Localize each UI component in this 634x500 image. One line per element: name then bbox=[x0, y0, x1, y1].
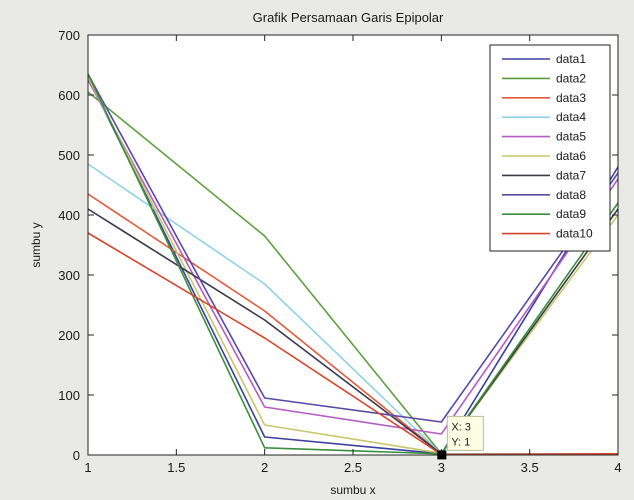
y-tick-label: 500 bbox=[58, 148, 80, 163]
y-tick-label: 700 bbox=[58, 28, 80, 43]
x-tick-label: 1.5 bbox=[167, 460, 185, 475]
x-tick-label: 3 bbox=[438, 460, 445, 475]
x-tick-label: 1 bbox=[84, 460, 91, 475]
datatip-marker[interactable] bbox=[437, 450, 447, 460]
legend-label-data5: data5 bbox=[556, 130, 586, 144]
y-axis-label: sumbu y bbox=[29, 222, 43, 267]
datatip-x-label: X: 3 bbox=[451, 421, 471, 433]
legend-label-data7: data7 bbox=[556, 168, 586, 182]
legend-label-data3: data3 bbox=[556, 91, 586, 105]
x-axis-label: sumbu x bbox=[330, 483, 375, 497]
legend-label-data2: data2 bbox=[556, 71, 586, 85]
x-axis: 1 1.5 2 2.5 3 3.5 4 bbox=[84, 35, 622, 475]
legend-label-data8: data8 bbox=[556, 188, 586, 202]
y-tick-label: 0 bbox=[73, 448, 80, 463]
series-line-data6 bbox=[87, 76, 619, 455]
x-tick-label: 3.5 bbox=[521, 460, 539, 475]
datatip[interactable]: X: 3 Y: 1 bbox=[437, 415, 484, 460]
legend-label-data4: data4 bbox=[556, 110, 586, 124]
series-line-data1 bbox=[87, 76, 619, 455]
legend-label-data10: data10 bbox=[556, 227, 593, 241]
y-tick-label: 400 bbox=[58, 208, 80, 223]
x-tick-label: 2.5 bbox=[344, 460, 362, 475]
legend-label-data9: data9 bbox=[556, 207, 586, 221]
datatip-box bbox=[446, 415, 484, 451]
y-tick-label: 300 bbox=[58, 268, 80, 283]
x-tick-label: 2 bbox=[261, 460, 268, 475]
series-line-data7 bbox=[87, 208, 619, 455]
datatip-y-label: Y: 1 bbox=[451, 436, 470, 448]
y-tick-label: 200 bbox=[58, 328, 80, 343]
y-tick-label: 100 bbox=[58, 388, 80, 403]
y-tick-label: 600 bbox=[58, 88, 80, 103]
series-line-data8 bbox=[87, 73, 619, 423]
x-tick-label: 4 bbox=[614, 460, 621, 475]
y-axis: 0 100 200 300 400 500 600 700 bbox=[58, 28, 618, 463]
legend-label-data1: data1 bbox=[556, 52, 586, 66]
legend-label-data6: data6 bbox=[556, 149, 586, 163]
series-line-data5 bbox=[87, 79, 619, 435]
legend[interactable]: data1 data2 data3 data4 data5 data6 data7 data8… bbox=[489, 44, 611, 252]
chart-title: Grafik Persamaan Garis Epipolar bbox=[253, 10, 444, 25]
legend-box bbox=[489, 44, 611, 252]
